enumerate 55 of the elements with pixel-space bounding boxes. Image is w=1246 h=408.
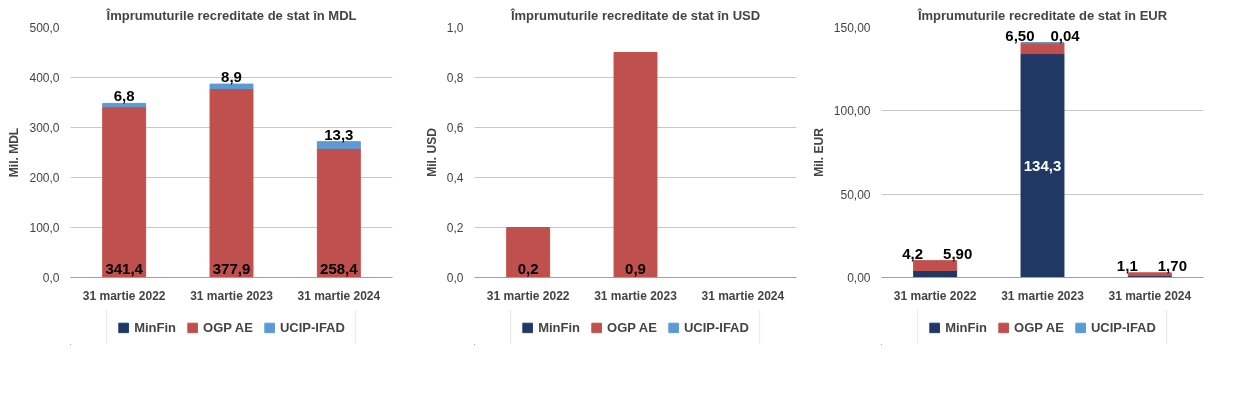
y-axis-title: Mil. USD — [424, 127, 439, 177]
chart-title: Împrumuturile recreditate de stat în MDL — [105, 7, 357, 23]
chart-title: Împrumuturile recreditate de stat în USD — [509, 7, 761, 23]
legend-label: MinFin — [538, 319, 581, 335]
y-tick-label: 400,0 — [29, 71, 60, 85]
x-tick-label: 31 martie 2024 — [701, 288, 785, 303]
y-axis-title: Mil. EUR — [811, 127, 826, 177]
y-tick-label: 150,00 — [833, 21, 871, 35]
data-label: 4,2 — [902, 244, 924, 262]
data-label: 341,4 — [105, 259, 144, 277]
y-tick-label: 100,00 — [833, 104, 871, 119]
y-tick-label: 0,00 — [847, 271, 871, 285]
y-tick-label: 500,0 — [29, 21, 60, 35]
x-tick-label: 31 martie 2023 — [190, 288, 274, 303]
data-label: 5,90 — [943, 244, 973, 262]
legend-label: UCIP-IFAD — [279, 319, 345, 335]
x-tick-label: 31 martie 2022 — [893, 288, 977, 303]
x-tick-label: 31 martie 2023 — [594, 288, 678, 303]
x-tick-label: 31 martie 2024 — [297, 288, 381, 303]
x-tick-label: 31 martie 2022 — [82, 288, 166, 303]
y-tick-label: 0,6 — [446, 121, 464, 135]
y-tick-label: 0,0 — [446, 271, 464, 285]
y-tick-label: 0,2 — [446, 221, 464, 235]
data-label: 8,9 — [221, 68, 242, 86]
x-tick-label: 31 martie 2022 — [486, 288, 570, 303]
y-tick-label: 0,8 — [446, 71, 464, 85]
x-tick-label: 31 martie 2023 — [1001, 288, 1085, 303]
legend-label: UCIP-IFAD — [1090, 319, 1156, 335]
legend-label: MinFin — [134, 319, 177, 335]
y-tick-label: 0,4 — [446, 171, 464, 185]
y-axis-title: Mil. MDL — [7, 127, 22, 178]
y-tick-label: 0,0 — [42, 271, 60, 285]
data-label: 377,9 — [212, 259, 251, 277]
data-label: 1,1 — [1116, 256, 1138, 274]
legend-label: OGP AE — [203, 319, 253, 335]
data-label: 1,70 — [1157, 256, 1187, 274]
y-tick-label: 200,0 — [29, 171, 60, 185]
y-tick-label: 1,0 — [446, 21, 464, 35]
data-label: 6,8 — [113, 87, 135, 105]
data-label: 258,4 — [320, 259, 359, 277]
legend-label: OGP AE — [607, 319, 657, 335]
legend-label: UCIP-IFAD — [683, 319, 749, 335]
data-label: 134,3 — [1023, 156, 1062, 174]
chart-title: Împrumuturile recreditate de stat în EUR — [916, 7, 1168, 23]
y-tick-label: 50,00 — [840, 187, 871, 202]
data-label: 0,04 — [1050, 26, 1081, 44]
x-tick-label: 31 martie 2024 — [1108, 288, 1192, 303]
legend-label: MinFin — [945, 319, 988, 335]
legend-label: OGP AE — [1014, 319, 1064, 335]
y-tick-label: 300,0 — [29, 121, 60, 135]
y-tick-label: 100,0 — [29, 221, 60, 235]
data-label: 0,2 — [517, 259, 539, 277]
data-label: 0,9 — [625, 259, 646, 277]
data-label: 13,3 — [324, 125, 354, 143]
data-label: 6,50 — [1005, 26, 1035, 44]
